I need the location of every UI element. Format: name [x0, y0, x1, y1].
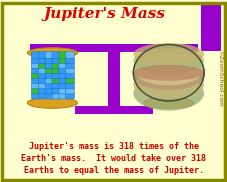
FancyBboxPatch shape	[31, 87, 40, 94]
FancyBboxPatch shape	[52, 57, 60, 63]
FancyBboxPatch shape	[59, 52, 67, 58]
Text: Jupiter's Mass: Jupiter's Mass	[44, 7, 165, 21]
FancyBboxPatch shape	[31, 57, 40, 63]
FancyBboxPatch shape	[38, 72, 47, 79]
Ellipse shape	[143, 48, 193, 58]
Circle shape	[133, 45, 203, 101]
FancyBboxPatch shape	[65, 77, 74, 84]
FancyBboxPatch shape	[45, 77, 54, 84]
FancyBboxPatch shape	[38, 57, 47, 63]
FancyBboxPatch shape	[59, 67, 67, 74]
FancyBboxPatch shape	[38, 82, 47, 89]
FancyBboxPatch shape	[52, 92, 60, 99]
FancyBboxPatch shape	[59, 82, 67, 89]
FancyBboxPatch shape	[59, 57, 67, 63]
FancyBboxPatch shape	[65, 87, 74, 94]
FancyBboxPatch shape	[31, 92, 40, 99]
Bar	[108, 48, 119, 109]
FancyBboxPatch shape	[31, 62, 40, 68]
FancyBboxPatch shape	[52, 82, 60, 89]
FancyBboxPatch shape	[31, 77, 40, 84]
FancyBboxPatch shape	[31, 67, 40, 74]
Ellipse shape	[133, 76, 203, 111]
FancyBboxPatch shape	[52, 67, 60, 74]
FancyBboxPatch shape	[65, 67, 74, 74]
FancyBboxPatch shape	[31, 82, 40, 89]
FancyBboxPatch shape	[38, 67, 47, 74]
Ellipse shape	[133, 43, 203, 65]
FancyBboxPatch shape	[38, 87, 47, 94]
FancyBboxPatch shape	[65, 82, 74, 89]
FancyBboxPatch shape	[45, 52, 54, 58]
FancyBboxPatch shape	[65, 62, 74, 68]
FancyBboxPatch shape	[65, 57, 74, 63]
FancyBboxPatch shape	[31, 72, 40, 79]
Text: Earth's mass.  It would take over 318: Earth's mass. It would take over 318	[21, 154, 206, 163]
FancyBboxPatch shape	[45, 92, 54, 99]
Text: Earths to equal the mass of Jupiter.: Earths to equal the mass of Jupiter.	[24, 166, 203, 175]
FancyBboxPatch shape	[52, 52, 60, 58]
FancyBboxPatch shape	[38, 92, 47, 99]
FancyBboxPatch shape	[45, 67, 54, 74]
FancyBboxPatch shape	[59, 72, 67, 79]
FancyBboxPatch shape	[52, 72, 60, 79]
Ellipse shape	[27, 97, 77, 108]
Ellipse shape	[27, 48, 77, 58]
Bar	[200, 4, 220, 51]
FancyBboxPatch shape	[52, 62, 60, 68]
FancyBboxPatch shape	[52, 77, 60, 84]
Bar	[75, 106, 152, 114]
Ellipse shape	[133, 54, 203, 85]
FancyBboxPatch shape	[52, 87, 60, 94]
Ellipse shape	[133, 48, 203, 74]
FancyBboxPatch shape	[45, 57, 54, 63]
FancyBboxPatch shape	[45, 82, 54, 89]
FancyBboxPatch shape	[38, 77, 47, 84]
FancyBboxPatch shape	[31, 52, 40, 58]
Bar	[30, 44, 197, 52]
Ellipse shape	[133, 70, 203, 99]
FancyBboxPatch shape	[45, 87, 54, 94]
FancyBboxPatch shape	[59, 92, 67, 99]
Ellipse shape	[133, 64, 203, 90]
FancyBboxPatch shape	[59, 77, 67, 84]
Ellipse shape	[133, 65, 203, 81]
FancyBboxPatch shape	[59, 87, 67, 94]
FancyBboxPatch shape	[45, 72, 54, 79]
FancyBboxPatch shape	[65, 52, 74, 58]
FancyBboxPatch shape	[38, 52, 47, 58]
FancyBboxPatch shape	[65, 92, 74, 99]
Text: ©ZoomSchool.com: ©ZoomSchool.com	[217, 50, 222, 107]
Text: Jupiter's mass is 318 times of the: Jupiter's mass is 318 times of the	[29, 142, 198, 151]
FancyBboxPatch shape	[59, 62, 67, 68]
FancyBboxPatch shape	[38, 62, 47, 68]
FancyBboxPatch shape	[65, 72, 74, 79]
Ellipse shape	[143, 97, 193, 108]
FancyBboxPatch shape	[45, 62, 54, 68]
